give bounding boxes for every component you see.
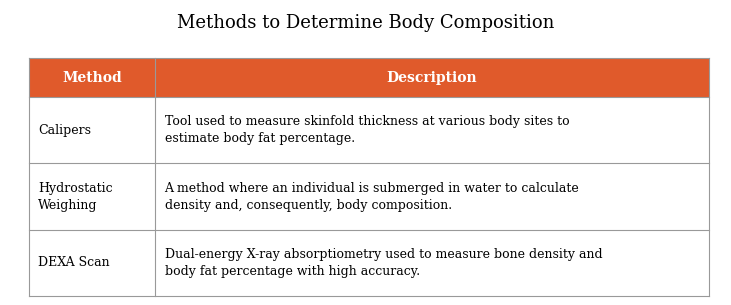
Text: A method where an individual is submerged in water to calculate
density and, con: A method where an individual is submerge… bbox=[164, 181, 579, 212]
Text: Methods to Determine Body Composition: Methods to Determine Body Composition bbox=[177, 14, 554, 32]
Text: Description: Description bbox=[387, 70, 477, 84]
Text: Dual-energy X-ray absorptiometry used to measure bone density and
body fat perce: Dual-energy X-ray absorptiometry used to… bbox=[164, 248, 602, 278]
Text: Tool used to measure skinfold thickness at various body sites to
estimate body f: Tool used to measure skinfold thickness … bbox=[164, 115, 569, 145]
Text: Hydrostatic
Weighing: Hydrostatic Weighing bbox=[38, 181, 113, 212]
Text: DEXA Scan: DEXA Scan bbox=[38, 256, 110, 269]
Text: Calipers: Calipers bbox=[38, 124, 91, 137]
Text: Method: Method bbox=[62, 70, 122, 84]
